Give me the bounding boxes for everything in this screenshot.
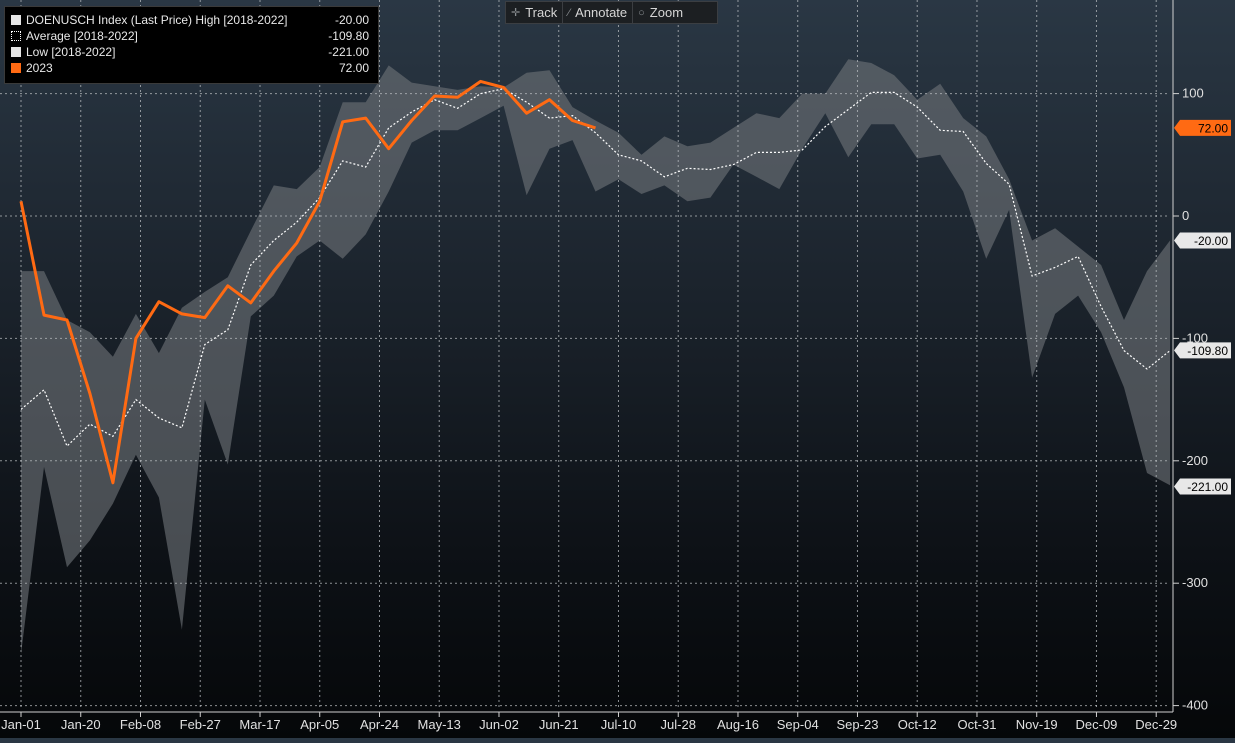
x-tick-label: May-13 <box>418 717 461 732</box>
value-tag-label: -109.80 <box>1187 344 1228 358</box>
value-tag-2023: 72.00 <box>1174 119 1231 136</box>
legend-swatch-2023 <box>11 63 21 73</box>
x-tick-label: Jan-01 <box>1 717 41 732</box>
series-2023-line <box>19 79 596 485</box>
chart-toolbar: ✛ Track ⁄ Annotate ○ Zoom <box>505 1 718 24</box>
x-tick-label: Jun-21 <box>539 717 579 732</box>
value-tag-high: -20.00 <box>1174 232 1231 249</box>
legend-label-average: Average [2018-2022] <box>26 29 138 43</box>
legend-item-average: Average [2018-2022] -109.80 <box>11 29 375 44</box>
annotate-label: Annotate <box>575 5 628 20</box>
value-tag-label: -20.00 <box>1194 234 1228 248</box>
x-tick-label: Apr-05 <box>300 717 339 732</box>
x-tick-label: Oct-31 <box>957 717 996 732</box>
x-tick-label: Jul-10 <box>601 717 636 732</box>
value-tag-box <box>1174 342 1231 359</box>
y-tick-label: -200 <box>1182 453 1208 468</box>
legend-swatch-low <box>11 47 21 57</box>
legend-swatch-average <box>11 31 21 41</box>
track-label: Track <box>525 5 558 20</box>
value-tag-average: -109.80 <box>1174 342 1231 359</box>
zoom-button[interactable]: ○ Zoom <box>633 2 688 23</box>
y-tick-label: -400 <box>1182 698 1208 713</box>
x-tick-label: Mar-17 <box>239 717 280 732</box>
legend-label-high: DOENUSCH Index (Last Price) High [2018-2… <box>26 13 288 27</box>
x-tick-label: Feb-27 <box>180 717 221 732</box>
legend-label-2023: 2023 <box>26 61 53 75</box>
value-tag-box <box>1174 478 1231 495</box>
value-tag-label: -221.00 <box>1187 480 1228 494</box>
value-tag-box <box>1174 232 1231 249</box>
average-line <box>20 88 1171 448</box>
legend-label-low: Low [2018-2022] <box>26 45 116 59</box>
x-tick-label: Feb-08 <box>120 717 161 732</box>
x-tick-label: Apr-24 <box>360 717 399 732</box>
x-tick-label: Dec-09 <box>1076 717 1118 732</box>
zoom-label: Zoom <box>649 5 684 20</box>
legend-value-2023: 72.00 <box>338 61 369 75</box>
x-tick-label: Sep-04 <box>777 717 819 732</box>
legend-value-average: -109.80 <box>328 29 369 43</box>
y-tick-label: 0 <box>1182 208 1189 223</box>
x-tick-label: Aug-16 <box>717 717 759 732</box>
value-tag-low: -221.00 <box>1174 478 1231 495</box>
chart-legend: DOENUSCH Index (Last Price) High [2018-2… <box>4 6 379 84</box>
legend-value-high: -20.00 <box>334 13 369 27</box>
track-button[interactable]: ✛ Track <box>506 2 564 23</box>
x-tick-label: Dec-29 <box>1135 717 1177 732</box>
value-tag-label: 72.00 <box>1198 121 1228 135</box>
pencil-icon: ⁄ <box>568 6 571 19</box>
x-tick-label: Sep-23 <box>837 717 879 732</box>
x-tick-label: Nov-19 <box>1016 717 1058 732</box>
legend-swatch-high <box>11 15 21 25</box>
legend-item-2023: 2023 72.00 <box>11 61 375 76</box>
gridlines <box>0 0 1170 710</box>
x-tick-label: Jan-20 <box>61 717 101 732</box>
y-tick-label: 100 <box>1182 86 1204 101</box>
value-tag-box <box>1174 119 1231 136</box>
x-tick-label: Jun-02 <box>479 717 519 732</box>
crosshair-icon: ✛ <box>511 7 521 19</box>
y-tick-label: -300 <box>1182 575 1208 590</box>
annotate-button[interactable]: ⁄ Annotate <box>563 2 634 23</box>
range-band-area <box>21 59 1170 655</box>
magnifier-icon: ○ <box>638 6 645 19</box>
x-tick-label: Jul-28 <box>661 717 696 732</box>
legend-value-low: -221.00 <box>328 45 369 59</box>
x-tick-label: Oct-12 <box>898 717 937 732</box>
legend-item-high: DOENUSCH Index (Last Price) High [2018-2… <box>11 13 375 28</box>
y-tick-label: -100 <box>1182 330 1208 345</box>
legend-item-low: Low [2018-2022] -221.00 <box>11 45 375 60</box>
